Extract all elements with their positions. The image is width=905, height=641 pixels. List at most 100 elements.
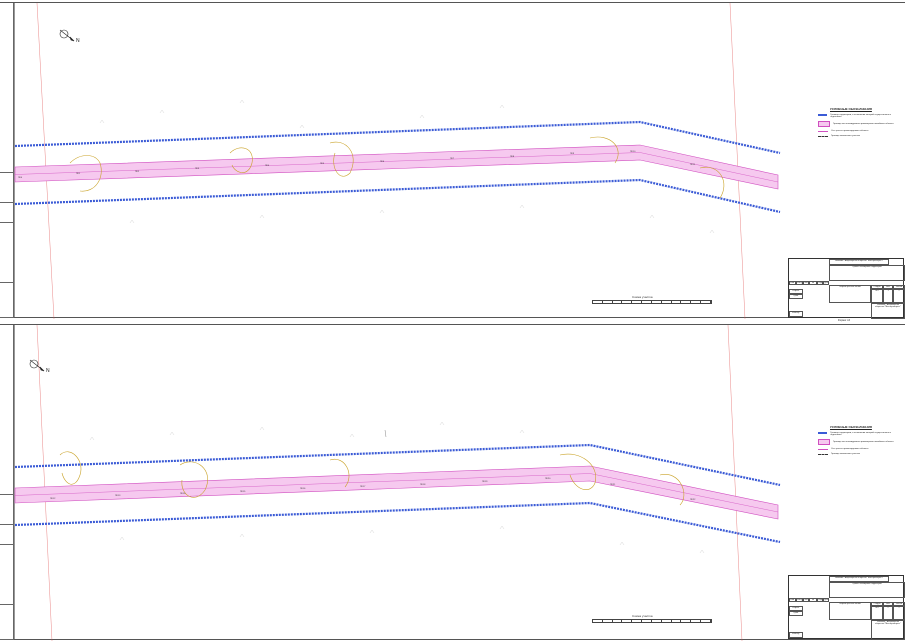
legend-item: Граница зон планируемого размещения лине… <box>833 123 894 125</box>
scale-bar <box>592 300 712 304</box>
svg-text:ПК21: ПК21 <box>610 484 616 486</box>
legend-item: Граница зон планируемого размещения лине… <box>833 441 894 443</box>
svg-text:ПК4: ПК4 <box>265 165 270 167</box>
red-line-left <box>36 3 55 319</box>
red-line-right <box>729 3 746 319</box>
svg-text:ПК5: ПК5 <box>320 163 325 165</box>
svg-text:ПК19: ПК19 <box>482 481 488 483</box>
title-block: Заказчик - Акционерное общество "Мосгорг… <box>788 258 905 319</box>
role: Н.контр. <box>789 311 803 317</box>
plan-drawing: ПК0 ПК1 ПК2 ПК3 ПК4 ПК5 ПК6 ПК7 ПК8 ПК9 … <box>14 3 781 319</box>
drawing-sheet-1: ПК0 ПК1 ПК2 ПК3 ПК4 ПК5 ПК6 ПК7 ПК8 ПК9 … <box>0 2 905 322</box>
format-note: Формат А3 <box>838 319 851 322</box>
svg-text:ПК16: ПК16 <box>300 488 306 490</box>
terrain-contour <box>69 155 102 192</box>
col-header: № док. <box>809 281 817 285</box>
terrain-contour <box>659 474 685 506</box>
sheet-count: 2 <box>893 289 905 303</box>
boundary-bottom <box>14 501 781 544</box>
col-header: Изм. <box>789 598 796 602</box>
north-label: N <box>46 368 50 374</box>
svg-text:ПК0: ПК0 <box>18 177 23 179</box>
organization-stamp: Заказчик - Акционерное общество "Мосгорг… <box>871 620 905 640</box>
col-header: Подп. <box>817 598 823 602</box>
sheet-number: 2 <box>883 606 893 620</box>
corridor-axis <box>14 473 779 513</box>
role: Пров. <box>789 611 803 616</box>
svg-text:ПК9: ПК9 <box>570 153 575 155</box>
organization: Заказчик - Акционерное общество "Мосгорг… <box>829 576 889 582</box>
corridor-zone <box>14 144 779 190</box>
legend-item: Ось трассы проектируемого объекта <box>831 130 869 132</box>
legend-item: Граница земельного участка <box>831 453 861 455</box>
svg-text:ПК7: ПК7 <box>450 158 455 160</box>
plan-drawing: ПК12 ПК13 ПК14 ПК15 ПК16 ПК17 ПК18 ПК19 … <box>14 325 781 641</box>
left-margin-frame <box>0 3 14 318</box>
svg-text:ПК22: ПК22 <box>690 499 696 501</box>
sheet-count: 2 <box>893 606 905 620</box>
drawing-title: Чертеж красных линий <box>829 602 871 620</box>
north-arrow-icon <box>29 359 45 372</box>
organization: Заказчик - Акционерное общество "Мосгорг… <box>829 259 889 265</box>
stage: ППТ <box>871 606 883 620</box>
col-header: Изм. <box>789 281 796 285</box>
field-header: Лист <box>883 602 893 606</box>
svg-text:ПК14: ПК14 <box>180 493 186 495</box>
boundary-bottom <box>14 178 781 214</box>
project-title: Проект планировки территории <box>829 265 905 281</box>
svg-text:ПК10: ПК10 <box>630 151 636 153</box>
svg-text:ПК15: ПК15 <box>240 491 246 493</box>
scale-label: Схема участка <box>632 295 653 299</box>
red-line-right <box>727 325 743 641</box>
role: Пров. <box>789 294 803 299</box>
terrain-contour <box>589 136 619 164</box>
field-header: Стадия <box>871 602 883 606</box>
col-header: Дата <box>823 598 829 602</box>
terrain-contour <box>329 458 350 488</box>
terrain-contour <box>179 461 208 498</box>
svg-text:ПК20: ПК20 <box>545 478 551 480</box>
svg-text:ПК1: ПК1 <box>76 173 81 175</box>
svg-text:ПК6: ПК6 <box>380 161 385 163</box>
role: Разраб. <box>789 606 803 611</box>
legend-title: УСЛОВНЫЕ ОБОЗНАЧЕНИЯ <box>830 425 872 429</box>
col-header: Кол.уч <box>796 598 803 602</box>
legend-title: УСЛОВНЫЕ ОБОЗНАЧЕНИЯ <box>830 107 872 111</box>
svg-text:ПК18: ПК18 <box>420 484 426 486</box>
svg-text:ПК17: ПК17 <box>360 486 366 488</box>
legend-item: Граница территории, в отношении которой … <box>830 432 891 436</box>
legend-item: Граница земельного участка <box>831 135 861 137</box>
legend: УСЛОВНЫЕ ОБОЗНАЧЕНИЯ Граница территории,… <box>818 425 898 455</box>
role: Н.контр. <box>789 632 803 638</box>
project-title: Проект планировки территории <box>829 582 905 598</box>
legend-item: Ось трассы проектируемого объекта <box>831 448 869 450</box>
scale-label: Схема участка <box>632 614 653 618</box>
terrain-contour <box>59 451 82 485</box>
col-header: Лист <box>803 598 809 602</box>
svg-text:ПК11: ПК11 <box>690 164 696 166</box>
sheet-number: 1 <box>883 289 893 303</box>
red-line-left <box>36 325 53 641</box>
col-header: Кол.уч <box>796 281 803 285</box>
corridor-zone <box>14 465 779 520</box>
svg-text:ПК8: ПК8 <box>510 156 515 158</box>
svg-text:ПК3: ПК3 <box>195 168 200 170</box>
legend: УСЛОВНЫЕ ОБОЗНАЧЕНИЯ Граница территории,… <box>818 107 898 137</box>
scale-bar <box>592 619 712 623</box>
col-header: Дата <box>823 281 829 285</box>
field-header: Стадия <box>871 285 883 289</box>
north-arrow-icon <box>59 29 75 42</box>
organization-stamp: Заказчик - Акционерное общество "Мосгорг… <box>871 303 905 319</box>
drawing-sheet-2: ПК12 ПК13 ПК14 ПК15 ПК16 ПК17 ПК18 ПК19 … <box>0 324 905 641</box>
col-header: Подп. <box>817 281 823 285</box>
title-block: Заказчик - Акционерное общество "Мосгорг… <box>788 575 905 640</box>
svg-text:ПК12: ПК12 <box>50 498 56 500</box>
col-header: Лист <box>803 281 809 285</box>
field-header: Лист <box>883 285 893 289</box>
terrain-contour <box>699 166 725 199</box>
legend-item: Граница территории, в отношении которой … <box>830 114 891 118</box>
corridor-axis <box>14 152 779 183</box>
svg-text:ПК2: ПК2 <box>135 171 140 173</box>
boundary-top <box>14 120 781 155</box>
